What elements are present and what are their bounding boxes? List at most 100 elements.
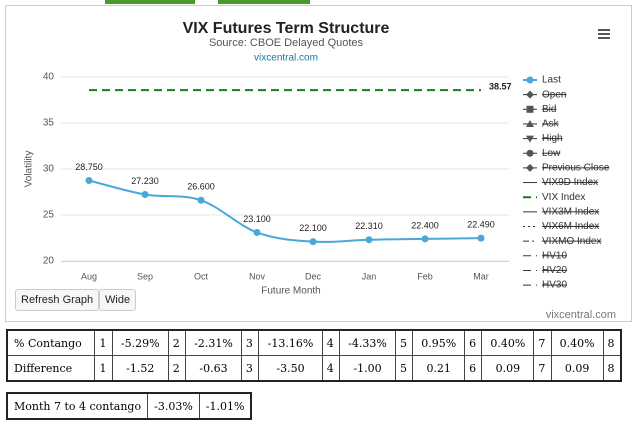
legend-item[interactable]: HV20 bbox=[523, 265, 567, 276]
table-row: Difference 1 -1.52 2 -0.63 3 -3.50 4 -1.00 5 0.21 6… bbox=[6, 355, 622, 382]
table-cell: 0.21 bbox=[412, 355, 466, 382]
legend-item[interactable]: VIX6M Index bbox=[523, 221, 599, 232]
legend-label: Previous Close bbox=[542, 163, 610, 174]
table-cell: 1 bbox=[94, 329, 113, 356]
button[interactable]: Wide bbox=[99, 289, 137, 311]
legend-item[interactable]: VIXMO Index bbox=[523, 236, 601, 247]
legend-item[interactable]: Open bbox=[523, 89, 566, 100]
table-cell: 3 bbox=[240, 355, 260, 382]
table-cell: -2.31% bbox=[185, 329, 242, 356]
data-point bbox=[85, 177, 93, 184]
legend-label: High bbox=[542, 133, 563, 144]
data-label: 22.310 bbox=[355, 221, 383, 231]
legend-item[interactable]: Bid bbox=[523, 104, 556, 115]
legend-label: HV20 bbox=[542, 265, 567, 276]
y-tick-label: 20 bbox=[43, 256, 55, 267]
legend-item[interactable]: Ask bbox=[523, 119, 560, 130]
table-cell: Difference bbox=[6, 355, 96, 382]
legend-item[interactable]: VIX3M Index bbox=[523, 206, 599, 217]
table-cell: -5.29% bbox=[111, 329, 169, 356]
table-cell: 4 bbox=[321, 355, 341, 382]
table-cell: Month 7 to 4 contango bbox=[6, 392, 149, 420]
legend-marker bbox=[526, 163, 534, 172]
data-label: 22.100 bbox=[299, 223, 327, 233]
legend-item[interactable]: Low bbox=[523, 148, 561, 159]
table-cell: 2 bbox=[167, 355, 187, 382]
tab[interactable] bbox=[218, 0, 310, 4]
tab[interactable] bbox=[105, 0, 195, 4]
table-cell: 0.40% bbox=[481, 329, 535, 356]
data-point bbox=[197, 196, 205, 204]
data-point bbox=[309, 238, 317, 246]
table-cell: 6 bbox=[464, 329, 483, 356]
legend-marker bbox=[526, 149, 534, 157]
y-tick-label: 35 bbox=[43, 118, 55, 129]
legend-marker bbox=[526, 76, 534, 84]
legend-item[interactable]: VIX Index bbox=[523, 192, 585, 203]
table-cell: 0.95% bbox=[412, 329, 466, 356]
table-row: Month 7 to 4 contango -3.03% -1.01% bbox=[6, 392, 252, 420]
legend-item[interactable]: VIX9D Index bbox=[523, 177, 598, 188]
x-tick-label: Jan bbox=[362, 271, 377, 281]
legend-label: VIX3M Index bbox=[542, 206, 599, 217]
legend-marker bbox=[526, 105, 534, 113]
chart-subtitle: Source: CBOE Delayed Quotes bbox=[209, 37, 364, 49]
x-tick-label: Oct bbox=[194, 271, 209, 281]
x-tick-label: Aug bbox=[81, 271, 97, 281]
y-axis-title: Volatility bbox=[24, 151, 35, 188]
table-cell: 3 bbox=[240, 329, 260, 356]
menu-icon[interactable] bbox=[598, 29, 610, 39]
x-tick-label: Dec bbox=[305, 271, 322, 281]
table-cell: -1.00 bbox=[339, 355, 396, 382]
legend-marker bbox=[526, 135, 534, 143]
credit[interactable]: vixcentral.com bbox=[546, 309, 616, 321]
table-cell: 0.40% bbox=[550, 329, 604, 356]
data-label: 27.230 bbox=[131, 176, 159, 186]
table-cell: 6 bbox=[464, 355, 483, 382]
table-cell: -0.63 bbox=[185, 355, 242, 382]
table-cell: % Contango bbox=[6, 329, 96, 356]
table-cell: 1 bbox=[94, 355, 113, 382]
table-cell: 5 bbox=[394, 355, 414, 382]
table-cell: -13.16% bbox=[258, 329, 323, 356]
table-cell: 4 bbox=[321, 329, 341, 356]
legend-item[interactable]: Last bbox=[523, 75, 561, 86]
x-tick-label: Nov bbox=[249, 271, 266, 281]
x-tick-label: Feb bbox=[417, 271, 433, 281]
data-label: 23.100 bbox=[243, 214, 271, 224]
summary-table: Month 7 to 4 contango -3.03% -1.01% bbox=[6, 392, 253, 420]
x-tick-label: Sep bbox=[137, 271, 153, 281]
data-label: 26.600 bbox=[187, 182, 215, 192]
data-label: 28.750 bbox=[75, 162, 103, 172]
data-point bbox=[477, 234, 485, 242]
legend-label: Last bbox=[542, 75, 561, 86]
chart-container: VIX Futures Term Structure Source: CBOE … bbox=[5, 5, 632, 322]
link[interactable]: vixcentral.com bbox=[254, 53, 318, 64]
y-tick-label: 30 bbox=[43, 164, 55, 175]
button[interactable]: Refresh Graph bbox=[15, 289, 100, 311]
legend-label: Ask bbox=[542, 119, 560, 130]
x-axis-title: Future Month bbox=[261, 286, 320, 297]
table-cell: 7 bbox=[533, 329, 552, 356]
data-point bbox=[141, 190, 149, 198]
table-cell: 7 bbox=[533, 355, 552, 382]
y-tick-label: 40 bbox=[43, 72, 55, 83]
contango-table: % Contango 1 -5.29% 2 -2.31% 3 -13.16% 4 -4.33% 5… bbox=[6, 329, 622, 382]
table-cell: 0.09 bbox=[481, 355, 535, 382]
data-point bbox=[365, 236, 373, 244]
legend-label: Low bbox=[542, 148, 561, 159]
chart: VIX Futures Term Structure Source: CBOE … bbox=[24, 20, 616, 321]
chart-title: VIX Futures Term Structure bbox=[183, 20, 390, 37]
legend-marker bbox=[526, 119, 534, 127]
legend-item[interactable]: HV10 bbox=[523, 250, 567, 261]
legend-item[interactable]: High bbox=[523, 133, 563, 144]
table-cell: -3.03% bbox=[147, 392, 200, 420]
legend-item[interactable]: Previous Close bbox=[523, 163, 610, 174]
legend-label: HV30 bbox=[542, 280, 567, 291]
table-cell: -4.33% bbox=[339, 329, 396, 356]
y-tick-label: 25 bbox=[43, 210, 55, 221]
table-row: % Contango 1 -5.29% 2 -2.31% 3 -13.16% 4 -4.33% 5… bbox=[6, 329, 622, 356]
legend-label: Bid bbox=[542, 104, 556, 115]
legend-item[interactable]: HV30 bbox=[523, 280, 567, 291]
